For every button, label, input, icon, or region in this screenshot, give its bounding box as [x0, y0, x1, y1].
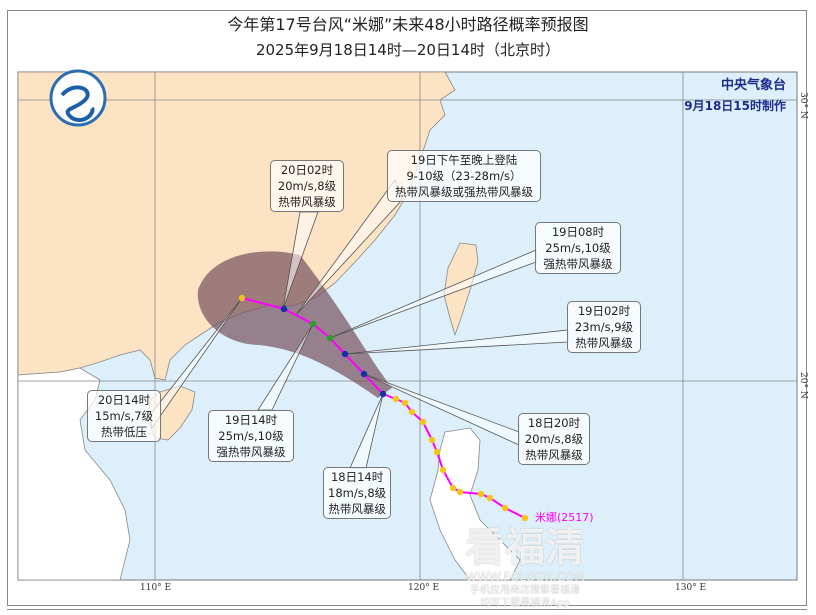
- cma-logo: [49, 69, 107, 127]
- past-track-point: [501, 504, 509, 512]
- label-19d02h: 19日02时 23m/s,9级 热带风暴级: [567, 301, 641, 353]
- label-18d20h: 18日20时 20m/s,8级 热带风暴级: [518, 413, 590, 465]
- past-track-point: [449, 484, 457, 492]
- past-track-point: [521, 514, 529, 522]
- past-track-point: [456, 488, 464, 496]
- probability-cone: [197, 251, 392, 398]
- label-20d02h: 20日02时 20m/s,8级 热带风暴级: [270, 160, 344, 212]
- past-track-point: [408, 408, 416, 416]
- watermark-url: WWW.FQLOOK.COM: [465, 570, 585, 584]
- forecast-track-point: [379, 390, 387, 398]
- figure-frame: [7, 10, 807, 606]
- issue-time: 9月18日15时制作: [684, 99, 786, 113]
- lon-tick-120: 120° E: [408, 583, 440, 593]
- lower-panel-edge: [7, 609, 807, 615]
- past-track-point: [433, 448, 441, 456]
- watermark-line2: 均可下载看福清App: [480, 598, 570, 609]
- label-20d14h: 20日14时 15m/s,7级 热带低压: [87, 390, 161, 442]
- track-points: [238, 294, 529, 522]
- typhoon-name-label: 米娜(2517): [535, 511, 594, 524]
- watermark-line1: 手机应用商店搜索看福清: [470, 585, 580, 596]
- past-track-point: [477, 490, 485, 498]
- forecast-track-point: [341, 350, 349, 358]
- label-pointers: [149, 179, 569, 469]
- vietnam-land: [18, 367, 131, 580]
- lon-tick-130: 130° E: [675, 583, 707, 593]
- luzon-land: [429, 427, 521, 580]
- past-track-point: [419, 418, 427, 426]
- label-19d08h: 19日08时 25m/s,10级 强热带风暴级: [535, 222, 621, 274]
- lat-tick-30: 30° N: [798, 92, 808, 119]
- label-pointer: [282, 211, 319, 310]
- label-19d14h: 19日14时 25m/s,10级 强热带风暴级: [208, 410, 294, 462]
- forecast-track-point: [309, 320, 317, 328]
- cma-logo-swirl: [60, 85, 95, 122]
- past-track-point: [439, 466, 447, 474]
- forecast-track-point: [360, 370, 368, 378]
- past-track-point: [401, 399, 409, 407]
- forecast-track-point: [238, 294, 246, 302]
- lon-tick-110: 110° E: [140, 583, 172, 593]
- past-track-point: [428, 436, 436, 444]
- lat-tick-20: 20° N: [798, 372, 808, 399]
- label-landfall: 19日下午至晚上登陆 9-10级（23-28m/s） 热带风暴级或强热带风暴级: [387, 150, 541, 202]
- agency-name: 中央气象台: [720, 78, 786, 93]
- past-track-point: [392, 395, 400, 403]
- watermark-brand: 看福清: [465, 525, 585, 571]
- past-track-point: [486, 494, 494, 502]
- map-subtitle: 2025年9月18日14时—20日14时（北京时）: [255, 41, 561, 59]
- forecast-track-point: [326, 334, 334, 342]
- map-title: 今年第17号台风“米娜”未来48小时路径概率预报图: [227, 15, 589, 34]
- label-18d14h: 18日14时 18m/s,8级 热带风暴级: [323, 467, 392, 519]
- forecast-track-point: [280, 305, 288, 313]
